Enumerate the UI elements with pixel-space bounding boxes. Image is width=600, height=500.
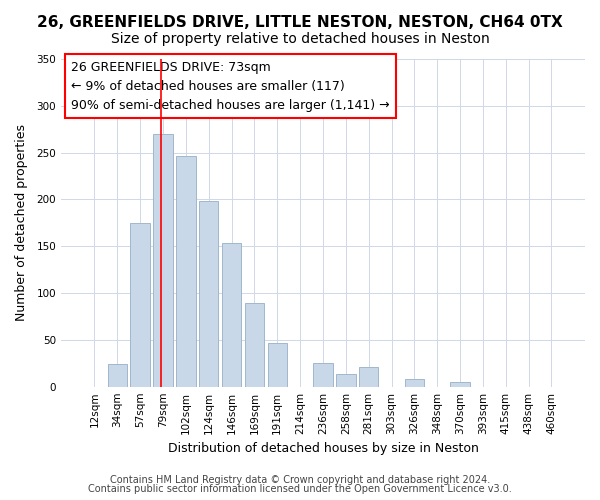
Bar [245,304,264,386]
Bar [451,382,470,386]
Bar [222,244,241,386]
Text: Contains public sector information licensed under the Open Government Licence v3: Contains public sector information licen… [88,484,512,494]
Text: Contains HM Land Registry data © Crown copyright and database right 2024.: Contains HM Land Registry data © Crown c… [110,475,490,485]
Bar [107,364,127,386]
Bar [176,156,196,386]
Bar [130,223,150,386]
Bar [336,374,356,386]
Bar [154,134,173,386]
Text: Size of property relative to detached houses in Neston: Size of property relative to detached ho… [110,32,490,46]
Bar [404,379,424,386]
Bar [199,202,218,386]
Y-axis label: Number of detached properties: Number of detached properties [15,124,28,322]
Bar [313,364,332,386]
Text: 26 GREENFIELDS DRIVE: 73sqm
← 9% of detached houses are smaller (117)
90% of sem: 26 GREENFIELDS DRIVE: 73sqm ← 9% of deta… [71,60,390,112]
Bar [359,367,379,386]
Text: 26, GREENFIELDS DRIVE, LITTLE NESTON, NESTON, CH64 0TX: 26, GREENFIELDS DRIVE, LITTLE NESTON, NE… [37,15,563,30]
Bar [268,342,287,386]
X-axis label: Distribution of detached houses by size in Neston: Distribution of detached houses by size … [167,442,478,455]
